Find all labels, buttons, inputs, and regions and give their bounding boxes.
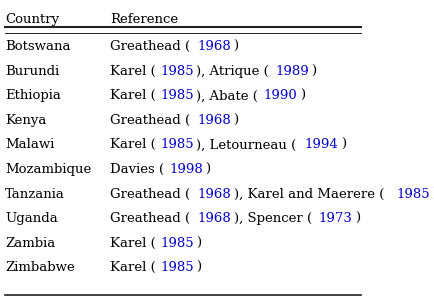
Text: ): ): [233, 40, 239, 53]
Text: ): ): [433, 188, 434, 201]
Text: 1985: 1985: [160, 89, 194, 102]
Text: ): ): [355, 212, 360, 225]
Text: 1990: 1990: [263, 89, 297, 102]
Text: 1985: 1985: [160, 65, 194, 78]
Text: 1968: 1968: [197, 212, 231, 225]
Text: Uganda: Uganda: [5, 212, 58, 225]
Text: ), Letourneau (: ), Letourneau (: [196, 138, 296, 151]
Text: ), Abate (: ), Abate (: [196, 89, 258, 102]
Text: Country: Country: [5, 13, 59, 26]
Text: Burundi: Burundi: [5, 65, 59, 78]
Text: Ethiopia: Ethiopia: [5, 89, 61, 102]
Text: 1985: 1985: [160, 261, 194, 274]
Text: Botswana: Botswana: [5, 40, 71, 53]
Text: Greathead (: Greathead (: [111, 40, 191, 53]
Text: Karel (: Karel (: [111, 261, 156, 274]
Text: ): ): [206, 163, 210, 176]
Text: ), Atrique (: ), Atrique (: [196, 65, 269, 78]
Text: ): ): [341, 138, 346, 151]
Text: 1989: 1989: [275, 65, 309, 78]
Text: ): ): [300, 89, 305, 102]
Text: Greathead (: Greathead (: [111, 188, 191, 201]
Text: 1968: 1968: [197, 188, 231, 201]
Text: Karel (: Karel (: [111, 138, 156, 151]
Text: Mozambique: Mozambique: [5, 163, 91, 176]
Text: Greathead (: Greathead (: [111, 212, 191, 225]
Text: 1985: 1985: [160, 236, 194, 249]
Text: Reference: Reference: [111, 13, 179, 26]
Text: 1994: 1994: [305, 138, 339, 151]
Text: 1998: 1998: [169, 163, 203, 176]
Text: Tanzania: Tanzania: [5, 188, 65, 201]
Text: Karel (: Karel (: [111, 89, 156, 102]
Text: 1968: 1968: [197, 40, 231, 53]
Text: 1985: 1985: [396, 188, 430, 201]
Text: Zimbabwe: Zimbabwe: [5, 261, 75, 274]
Text: ): ): [233, 114, 239, 127]
Text: Karel (: Karel (: [111, 65, 156, 78]
Text: ): ): [312, 65, 316, 78]
Text: Davies (: Davies (: [111, 163, 164, 176]
Text: 1985: 1985: [160, 138, 194, 151]
Text: Kenya: Kenya: [5, 114, 46, 127]
Text: ), Spencer (: ), Spencer (: [233, 212, 312, 225]
Text: Karel (: Karel (: [111, 236, 156, 249]
Text: ): ): [196, 261, 201, 274]
Text: ), Karel and Maerere (: ), Karel and Maerere (: [233, 188, 384, 201]
Text: Greathead (: Greathead (: [111, 114, 191, 127]
Text: Malawi: Malawi: [5, 138, 54, 151]
Text: 1968: 1968: [197, 114, 231, 127]
Text: 1973: 1973: [318, 212, 352, 225]
Text: ): ): [196, 236, 201, 249]
Text: Zambia: Zambia: [5, 236, 55, 249]
